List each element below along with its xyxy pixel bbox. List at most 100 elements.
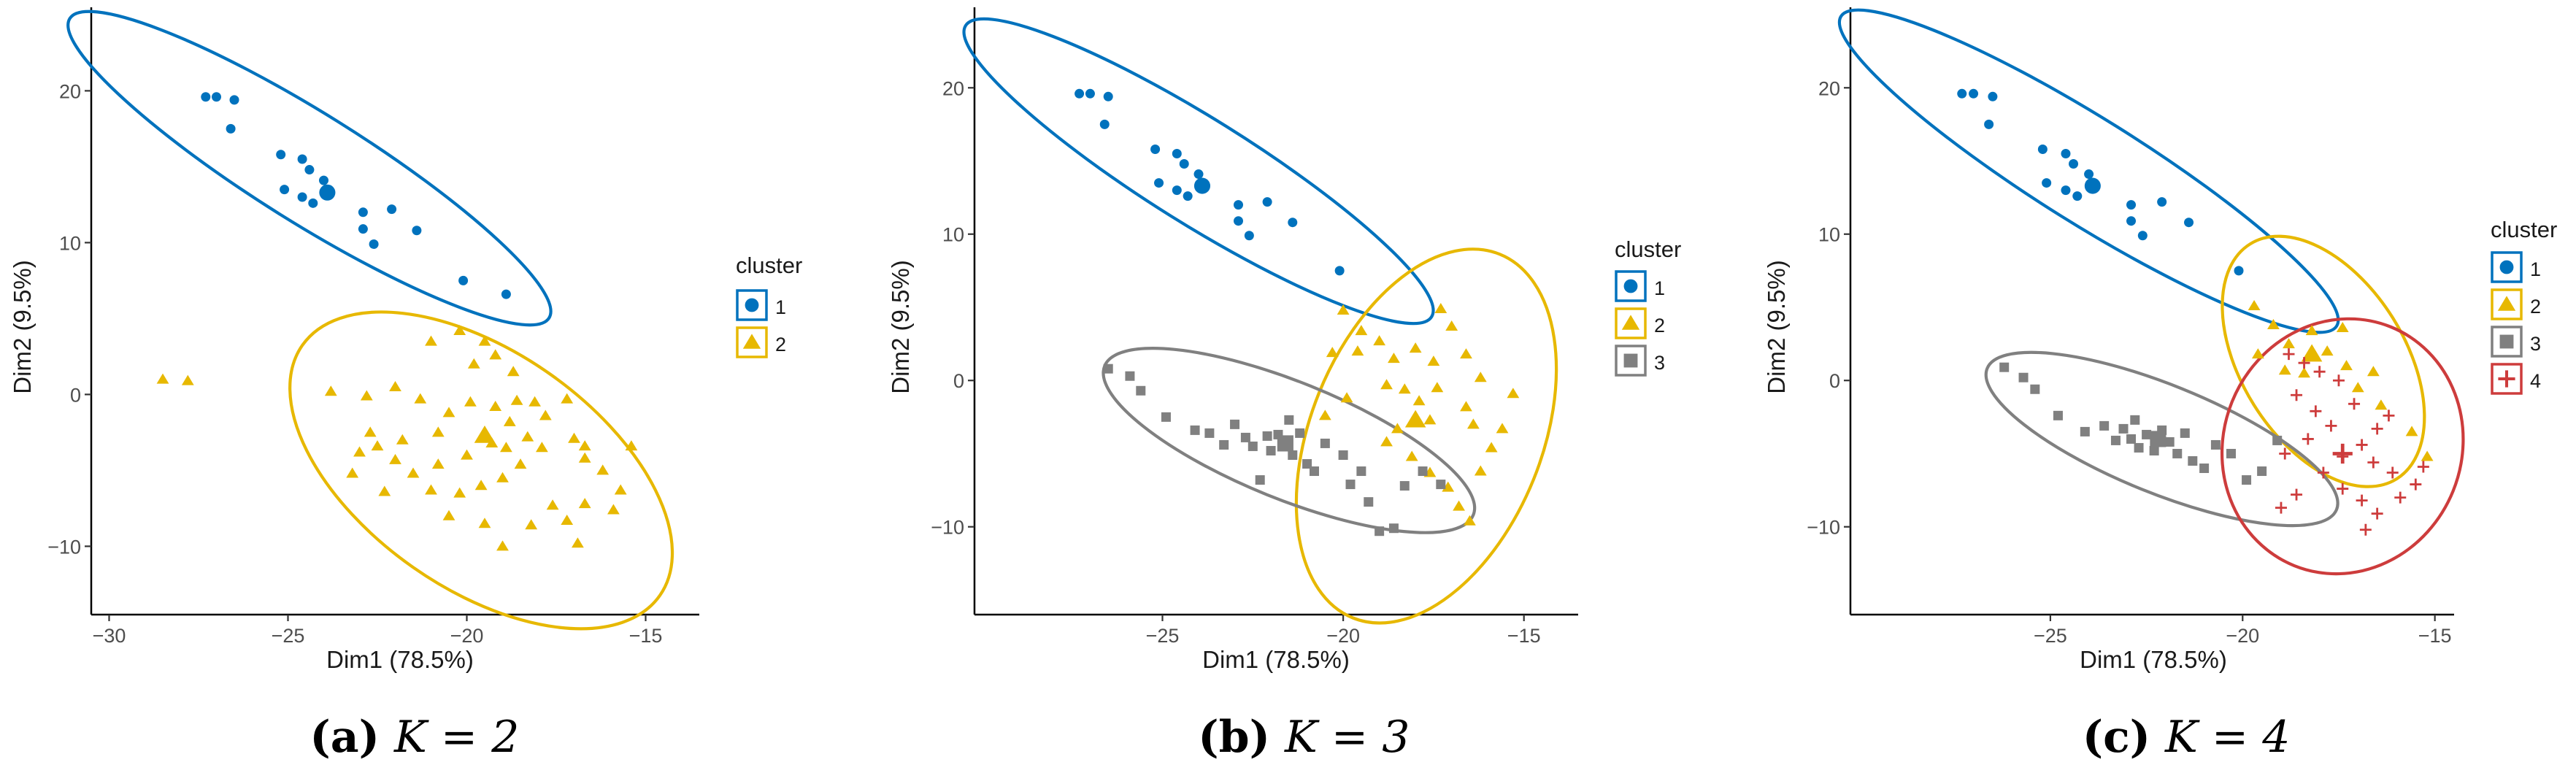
data-point-cluster-3 xyxy=(1388,523,1399,534)
data-point-cluster-4 xyxy=(2383,409,2395,422)
data-point-cluster-3 xyxy=(2172,448,2183,458)
data-point-cluster-4 xyxy=(2279,447,2291,460)
data-point-cluster-2 xyxy=(442,407,455,418)
data-point-cluster-2 xyxy=(2251,348,2264,359)
legend-key-2 xyxy=(2491,288,2523,320)
data-point-cluster-2 xyxy=(2375,399,2388,410)
data-point-cluster-1 xyxy=(2126,200,2137,210)
data-point-cluster-1 xyxy=(1957,88,1967,99)
data-point-cluster-2 xyxy=(2283,338,2295,349)
y-tick-label: −10 xyxy=(1807,517,1840,539)
legend-label-c-4: 4 xyxy=(2530,370,2541,392)
data-point-cluster-1 xyxy=(1244,231,1254,241)
data-point-cluster-3 xyxy=(1255,475,1265,485)
data-point-cluster-2 xyxy=(1496,423,1509,434)
data-point-cluster-2 xyxy=(2298,367,2310,378)
data-point-cluster-3 xyxy=(2242,475,2252,485)
data-point-cluster-1 xyxy=(1183,191,1193,201)
data-point-cluster-2 xyxy=(525,519,538,530)
data-point-cluster-2 xyxy=(1355,325,1368,336)
data-point-cluster-1 xyxy=(226,123,236,134)
data-point-cluster-2 xyxy=(1507,388,1520,399)
data-point-cluster-4 xyxy=(2283,348,2295,361)
data-point-cluster-3 xyxy=(2188,455,2198,466)
data-point-cluster-3 xyxy=(2018,372,2029,382)
legend-key-marker-4 xyxy=(2498,370,2515,388)
x-tick-label: −25 xyxy=(1146,625,1180,647)
data-point-cluster-4 xyxy=(2275,501,2287,514)
data-point-cluster-2 xyxy=(364,426,377,437)
caption-a-k: K = 2 xyxy=(393,712,519,763)
data-point-cluster-2 xyxy=(2340,360,2353,371)
caption-a-letter: (a) xyxy=(309,712,380,763)
data-point-cluster-1 xyxy=(304,165,315,175)
data-point-cluster-2 xyxy=(1442,481,1455,492)
caption-b-letter: (b) xyxy=(1198,712,1270,763)
x-tick-label: −20 xyxy=(1326,625,1360,647)
cluster-ellipse-1 xyxy=(1837,8,2340,334)
legend-label-c-1: 1 xyxy=(2530,258,2541,280)
data-point-cluster-1 xyxy=(2061,148,2071,158)
data-point-cluster-3 xyxy=(1309,466,1319,477)
data-point-cluster-2 xyxy=(467,358,480,369)
legend-title-b: cluster xyxy=(1615,236,1681,262)
data-point-cluster-2 xyxy=(489,401,502,412)
data-point-cluster-2 xyxy=(407,467,420,478)
x-tick-label: −15 xyxy=(2418,625,2452,647)
data-point-cluster-2 xyxy=(2267,319,2280,330)
data-point-cluster-2 xyxy=(431,426,445,437)
data-point-cluster-1 xyxy=(2069,159,2079,169)
data-point-cluster-2 xyxy=(596,464,610,475)
data-point-cluster-3 xyxy=(1374,526,1385,537)
data-point-cluster-4 xyxy=(2371,423,2383,435)
data-point-cluster-4 xyxy=(2310,405,2322,418)
data-point-cluster-2 xyxy=(371,440,384,451)
data-point-cluster-1 xyxy=(229,95,239,105)
data-point-cluster-2 xyxy=(1464,515,1476,526)
plot-area-c: −25 −20 −15 −10 0 10 20 xyxy=(1807,7,2465,647)
data-point-cluster-2 xyxy=(572,537,584,548)
data-point-cluster-1 xyxy=(501,289,511,299)
data-point-cluster-1 xyxy=(458,275,469,285)
x-tick-label: −25 xyxy=(2034,625,2067,647)
data-point-cluster-2 xyxy=(2248,299,2261,310)
data-point-cluster-2 xyxy=(2305,325,2318,336)
data-point-cluster-1 xyxy=(2037,144,2048,154)
data-point-cluster-3 xyxy=(1136,385,1146,396)
cluster-centroid-1 xyxy=(319,184,336,201)
cluster-centroid-2 xyxy=(2301,344,2323,362)
data-point-cluster-1 xyxy=(1172,148,1182,158)
data-point-cluster-2 xyxy=(1391,423,1404,434)
data-point-cluster-1 xyxy=(1334,266,1345,276)
data-point-cluster-4 xyxy=(2410,478,2422,491)
plot-area-a: −30 −25 −20 −15 −10 0 10 20 xyxy=(47,7,699,647)
data-point-cluster-3 xyxy=(2210,439,2221,450)
data-point-cluster-2 xyxy=(1405,450,1418,461)
data-point-cluster-2 xyxy=(1388,353,1400,364)
data-point-cluster-3 xyxy=(1103,364,1113,374)
legend-label-c-3: 3 xyxy=(2530,333,2541,355)
data-point-cluster-1 xyxy=(1262,197,1272,207)
data-point-cluster-2 xyxy=(1485,442,1498,453)
data-point-cluster-2 xyxy=(1326,347,1339,358)
legend-key-marker-2 xyxy=(742,334,761,349)
legend-key-marker-1 xyxy=(2499,260,2514,274)
data-point-cluster-1 xyxy=(2061,185,2071,196)
legend-key-marker-3 xyxy=(1623,353,1638,368)
data-point-cluster-4 xyxy=(2417,461,2429,473)
data-point-cluster-3 xyxy=(1247,441,1258,451)
data-point-cluster-2 xyxy=(442,509,455,520)
data-point-cluster-2 xyxy=(425,335,437,346)
data-point-cluster-2 xyxy=(607,504,620,515)
data-point-cluster-3 xyxy=(2030,384,2040,394)
ylabel-a: Dim2 (9.5%) xyxy=(9,260,36,393)
data-point-cluster-2 xyxy=(507,366,520,377)
ylabel-c: Dim2 (9.5%) xyxy=(1763,260,1790,393)
data-point-cluster-3 xyxy=(1356,466,1366,477)
y-tick-label: 10 xyxy=(1818,224,1840,246)
data-point-cluster-1 xyxy=(2072,191,2083,201)
x-tick-label: −20 xyxy=(450,625,484,647)
y-tick-label: 20 xyxy=(1818,77,1840,99)
data-point-cluster-1 xyxy=(387,204,397,215)
ylabel-b: Dim2 (9.5%) xyxy=(887,260,914,393)
